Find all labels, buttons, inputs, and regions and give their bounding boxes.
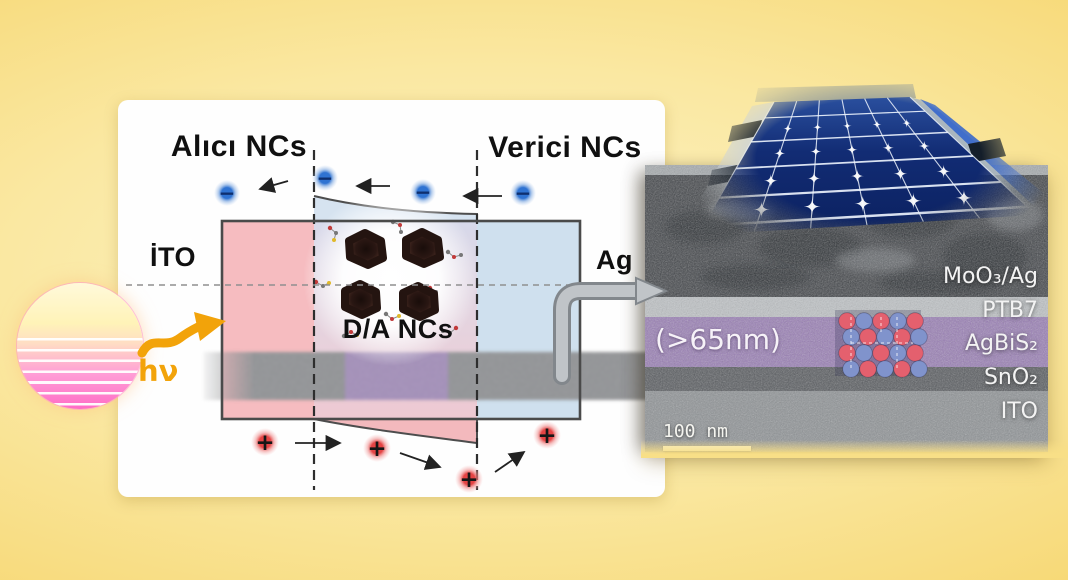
electron-symbol: − xyxy=(219,181,236,205)
electron-flow-arrows xyxy=(258,177,502,205)
hole: + xyxy=(363,434,391,462)
module-grid xyxy=(697,96,1037,236)
electron: − xyxy=(510,180,536,206)
acceptor-title: Alıcı NCs xyxy=(170,130,308,163)
valence-band-edge xyxy=(313,418,478,445)
module-top-rail xyxy=(755,84,916,102)
holes: + + + + xyxy=(251,421,561,493)
solar-module-photo xyxy=(688,84,1050,240)
electron: − xyxy=(410,179,436,205)
layer-label-moo3-ag: MoO₃/Ag xyxy=(942,264,1038,289)
module-right-bracket xyxy=(968,138,1006,162)
hole-symbol: + xyxy=(459,467,478,493)
hole: + xyxy=(455,465,483,493)
module-left-bracket xyxy=(728,120,762,142)
crystal-structure-model xyxy=(838,312,928,378)
callout-elbow-arrow xyxy=(553,276,669,385)
ag-electrode-label: Ag xyxy=(596,245,633,275)
nanocrystal-glow xyxy=(303,190,479,366)
electron-symbol: − xyxy=(515,181,532,205)
hole-symbol: + xyxy=(255,430,274,456)
electrons: − − − − xyxy=(214,165,536,206)
thickness-annotation: (>65nm) xyxy=(655,323,781,356)
photon-label: hν xyxy=(138,354,179,388)
da-ncs-label: D/A NCs xyxy=(342,314,454,344)
crystal-unit-cell-lines xyxy=(850,317,913,369)
tem-film-strip xyxy=(203,352,665,400)
layer-label-sno2: SnO₂ xyxy=(983,365,1038,390)
sun-stripes xyxy=(17,338,143,409)
photon-arrow xyxy=(137,312,226,358)
electron: − xyxy=(312,165,338,191)
electron: − xyxy=(214,180,240,206)
nanocrystals xyxy=(341,228,444,321)
hole-symbol: + xyxy=(367,436,386,462)
band-diagram-figure: − − − − + + + + xyxy=(126,150,665,493)
scale-bar-label: 100 nm xyxy=(663,421,729,442)
layer-label-agbis2: AgBiS₂ xyxy=(964,331,1038,356)
donor-title: Verici NCs xyxy=(488,131,642,164)
electron-symbol: − xyxy=(317,166,334,190)
hole: + xyxy=(533,421,561,449)
module-face xyxy=(698,97,1036,235)
layer-label-ito: ITO xyxy=(1000,399,1038,424)
scale-bar xyxy=(663,446,751,451)
band-diagram-panel: − − − − + + + + Alıcı N xyxy=(118,100,665,497)
hole-flow-arrows xyxy=(295,434,526,473)
hole: + xyxy=(251,428,279,456)
sun-icon xyxy=(17,283,143,409)
layer-label-ptb7: PTB7 xyxy=(982,298,1038,323)
electron-symbol: − xyxy=(415,180,432,204)
hole-symbol: + xyxy=(537,423,556,449)
ito-electrode-label: İTO xyxy=(150,242,197,272)
